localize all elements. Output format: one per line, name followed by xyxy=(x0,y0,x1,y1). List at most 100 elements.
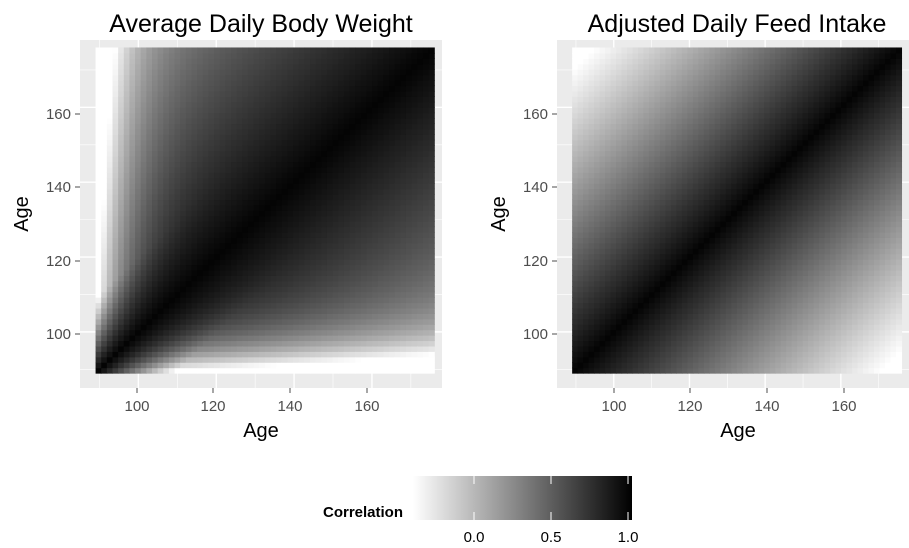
heatmap-cell xyxy=(338,199,345,206)
heatmap-cell xyxy=(276,367,283,374)
heatmap-cell xyxy=(588,324,595,331)
heatmap-cell xyxy=(572,329,579,336)
heatmap-cell xyxy=(594,351,601,358)
heatmap-cell xyxy=(599,264,606,271)
heatmap-cell xyxy=(135,96,142,103)
heatmap-cell xyxy=(95,134,102,141)
heatmap-cell xyxy=(610,199,617,206)
heatmap-cell xyxy=(605,340,612,347)
heatmap-cell xyxy=(225,193,232,201)
heatmap-cell xyxy=(214,123,221,130)
heatmap-cell xyxy=(174,199,181,206)
heatmap-cell xyxy=(123,362,131,369)
heatmap-cell xyxy=(687,226,694,233)
heatmap-cell xyxy=(264,335,272,342)
heatmap-cell xyxy=(405,264,413,271)
heatmap-cell xyxy=(112,231,119,238)
heatmap-cell xyxy=(343,90,351,97)
heatmap-cell xyxy=(394,297,401,304)
heatmap-cell xyxy=(135,313,142,320)
heatmap-cell xyxy=(310,74,317,81)
heatmap-cell xyxy=(616,96,623,103)
heatmap-cell xyxy=(259,139,266,146)
heatmap-cell xyxy=(293,335,300,342)
heatmap-cell xyxy=(389,248,396,255)
heatmap-cell xyxy=(264,183,272,190)
heatmap-cell xyxy=(253,259,260,266)
heatmap-cell xyxy=(180,145,187,152)
heatmap-cell xyxy=(377,253,385,260)
heatmap-cell xyxy=(659,47,667,54)
heatmap-cell xyxy=(157,112,164,119)
heatmap-cell xyxy=(355,242,362,249)
heatmap-cell xyxy=(140,231,147,238)
heatmap-cell xyxy=(659,286,667,293)
heatmap-cell xyxy=(253,156,260,163)
heatmap-cell xyxy=(152,356,159,363)
heatmap-cell xyxy=(638,215,645,222)
heatmap-cell xyxy=(225,58,232,65)
heatmap-cell xyxy=(191,264,198,271)
heatmap-cell xyxy=(349,242,356,249)
heatmap-cell xyxy=(259,166,266,173)
heatmap-cell xyxy=(326,237,334,244)
heatmap-cell xyxy=(293,193,300,201)
heatmap-cell xyxy=(332,351,339,358)
heatmap-cell xyxy=(643,74,650,81)
heatmap-cell xyxy=(638,177,645,184)
heatmap-cell xyxy=(197,307,204,314)
heatmap-cell xyxy=(310,280,317,287)
heatmap-cell xyxy=(168,58,176,65)
heatmap-cell xyxy=(180,215,187,222)
heatmap-cell xyxy=(654,313,661,320)
heatmap-cell xyxy=(394,253,401,260)
heatmap-cell xyxy=(163,85,170,92)
heatmap-cell xyxy=(123,183,131,190)
heatmap-cell xyxy=(168,74,176,81)
heatmap-cell xyxy=(638,297,645,304)
x-tick-label: 120 xyxy=(200,398,225,415)
heatmap-cell xyxy=(577,345,584,352)
heatmap-cell xyxy=(287,47,294,54)
heatmap-cell xyxy=(310,188,317,195)
heatmap-cell xyxy=(219,237,226,244)
heatmap-cell xyxy=(242,226,249,233)
heatmap-cell xyxy=(287,286,294,293)
heatmap-cell xyxy=(168,286,176,293)
heatmap-cell xyxy=(152,210,159,217)
heatmap-cell xyxy=(632,183,639,190)
heatmap-cell xyxy=(180,275,187,282)
heatmap-cell xyxy=(377,302,385,309)
heatmap-cell xyxy=(643,199,650,206)
heatmap-cell xyxy=(372,335,379,342)
heatmap-cell xyxy=(287,362,294,369)
heatmap-cell xyxy=(95,128,102,135)
heatmap-cell xyxy=(411,313,418,320)
heatmap-cell xyxy=(304,335,311,342)
heatmap-cell xyxy=(281,231,289,238)
heatmap-cell xyxy=(129,324,136,331)
heatmap-cell xyxy=(304,362,311,369)
heatmap-cell xyxy=(417,362,424,369)
heatmap-cell xyxy=(214,362,221,369)
heatmap-cell xyxy=(648,367,656,374)
heatmap-cell xyxy=(659,345,667,352)
heatmap-cell xyxy=(417,286,424,293)
heatmap-cell xyxy=(219,123,226,130)
heatmap-cell xyxy=(157,69,164,76)
heatmap-cell xyxy=(101,123,108,130)
heatmap-cell xyxy=(332,318,339,325)
heatmap-cell xyxy=(349,177,356,184)
heatmap-cell xyxy=(394,318,401,325)
heatmap-cell xyxy=(632,269,639,276)
heatmap-cell xyxy=(174,329,181,336)
heatmap-cell xyxy=(106,177,114,184)
heatmap-cell xyxy=(236,253,243,260)
heatmap-cell xyxy=(281,118,289,125)
heatmap-cell xyxy=(310,150,317,157)
heatmap-cell xyxy=(287,297,294,304)
heatmap-cell xyxy=(174,52,181,59)
heatmap-cell xyxy=(326,210,334,217)
heatmap-cell xyxy=(349,69,356,76)
heatmap-cell xyxy=(400,291,407,298)
